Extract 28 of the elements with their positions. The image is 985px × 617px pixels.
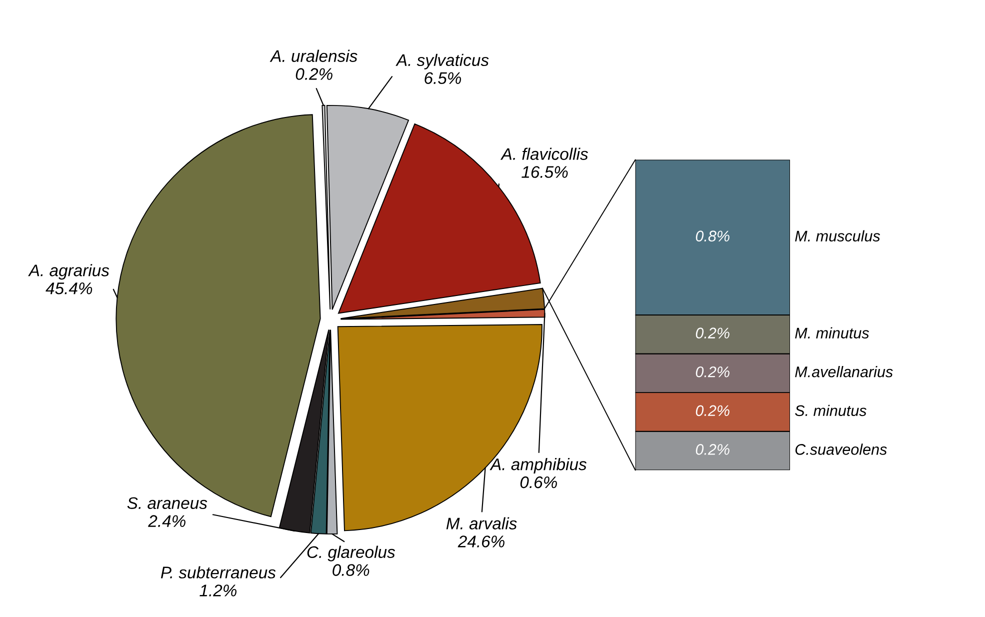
series-label: C.suaveolens: [795, 444, 887, 455]
data-label: 0.2%: [696, 444, 730, 455]
slice-label: P. subterraneus: [160, 566, 276, 578]
series-label: M. musculus: [795, 230, 880, 242]
slice-label: M. arvalis: [446, 517, 517, 530]
slice-label: A. sylvaticus: [396, 54, 489, 70]
slice-label: A. amphibius: [490, 458, 587, 474]
data-label: 45.4%: [46, 282, 92, 294]
slice-label: A. flavicollis: [500, 148, 588, 160]
data-label: 0.8%: [332, 564, 370, 576]
data-label: 2.4%: [148, 515, 186, 527]
data-label: 24.6%: [458, 536, 504, 548]
slice-label: S. araneus: [127, 497, 208, 510]
data-label: 1.2%: [200, 584, 236, 596]
data-label: 6.5%: [424, 72, 462, 84]
data-label: 0.2%: [696, 328, 730, 338]
data-label: 0.2%: [296, 68, 332, 80]
data-label: 0.8%: [696, 230, 730, 242]
slice-label: A. uralensis: [270, 50, 358, 62]
data-label: 0.6%: [520, 476, 557, 488]
slice-label: C. glareolus: [307, 546, 396, 562]
data-label: 0.2%: [696, 405, 730, 416]
slice-label: A. agrarius: [28, 264, 110, 280]
data-label: 0.2%: [696, 366, 730, 378]
series-label: S. minutus: [795, 404, 866, 416]
data-label: 16.5%: [522, 166, 568, 178]
series-label: M.avellanarius: [795, 366, 893, 378]
series-label: M. minutus: [795, 327, 870, 338]
